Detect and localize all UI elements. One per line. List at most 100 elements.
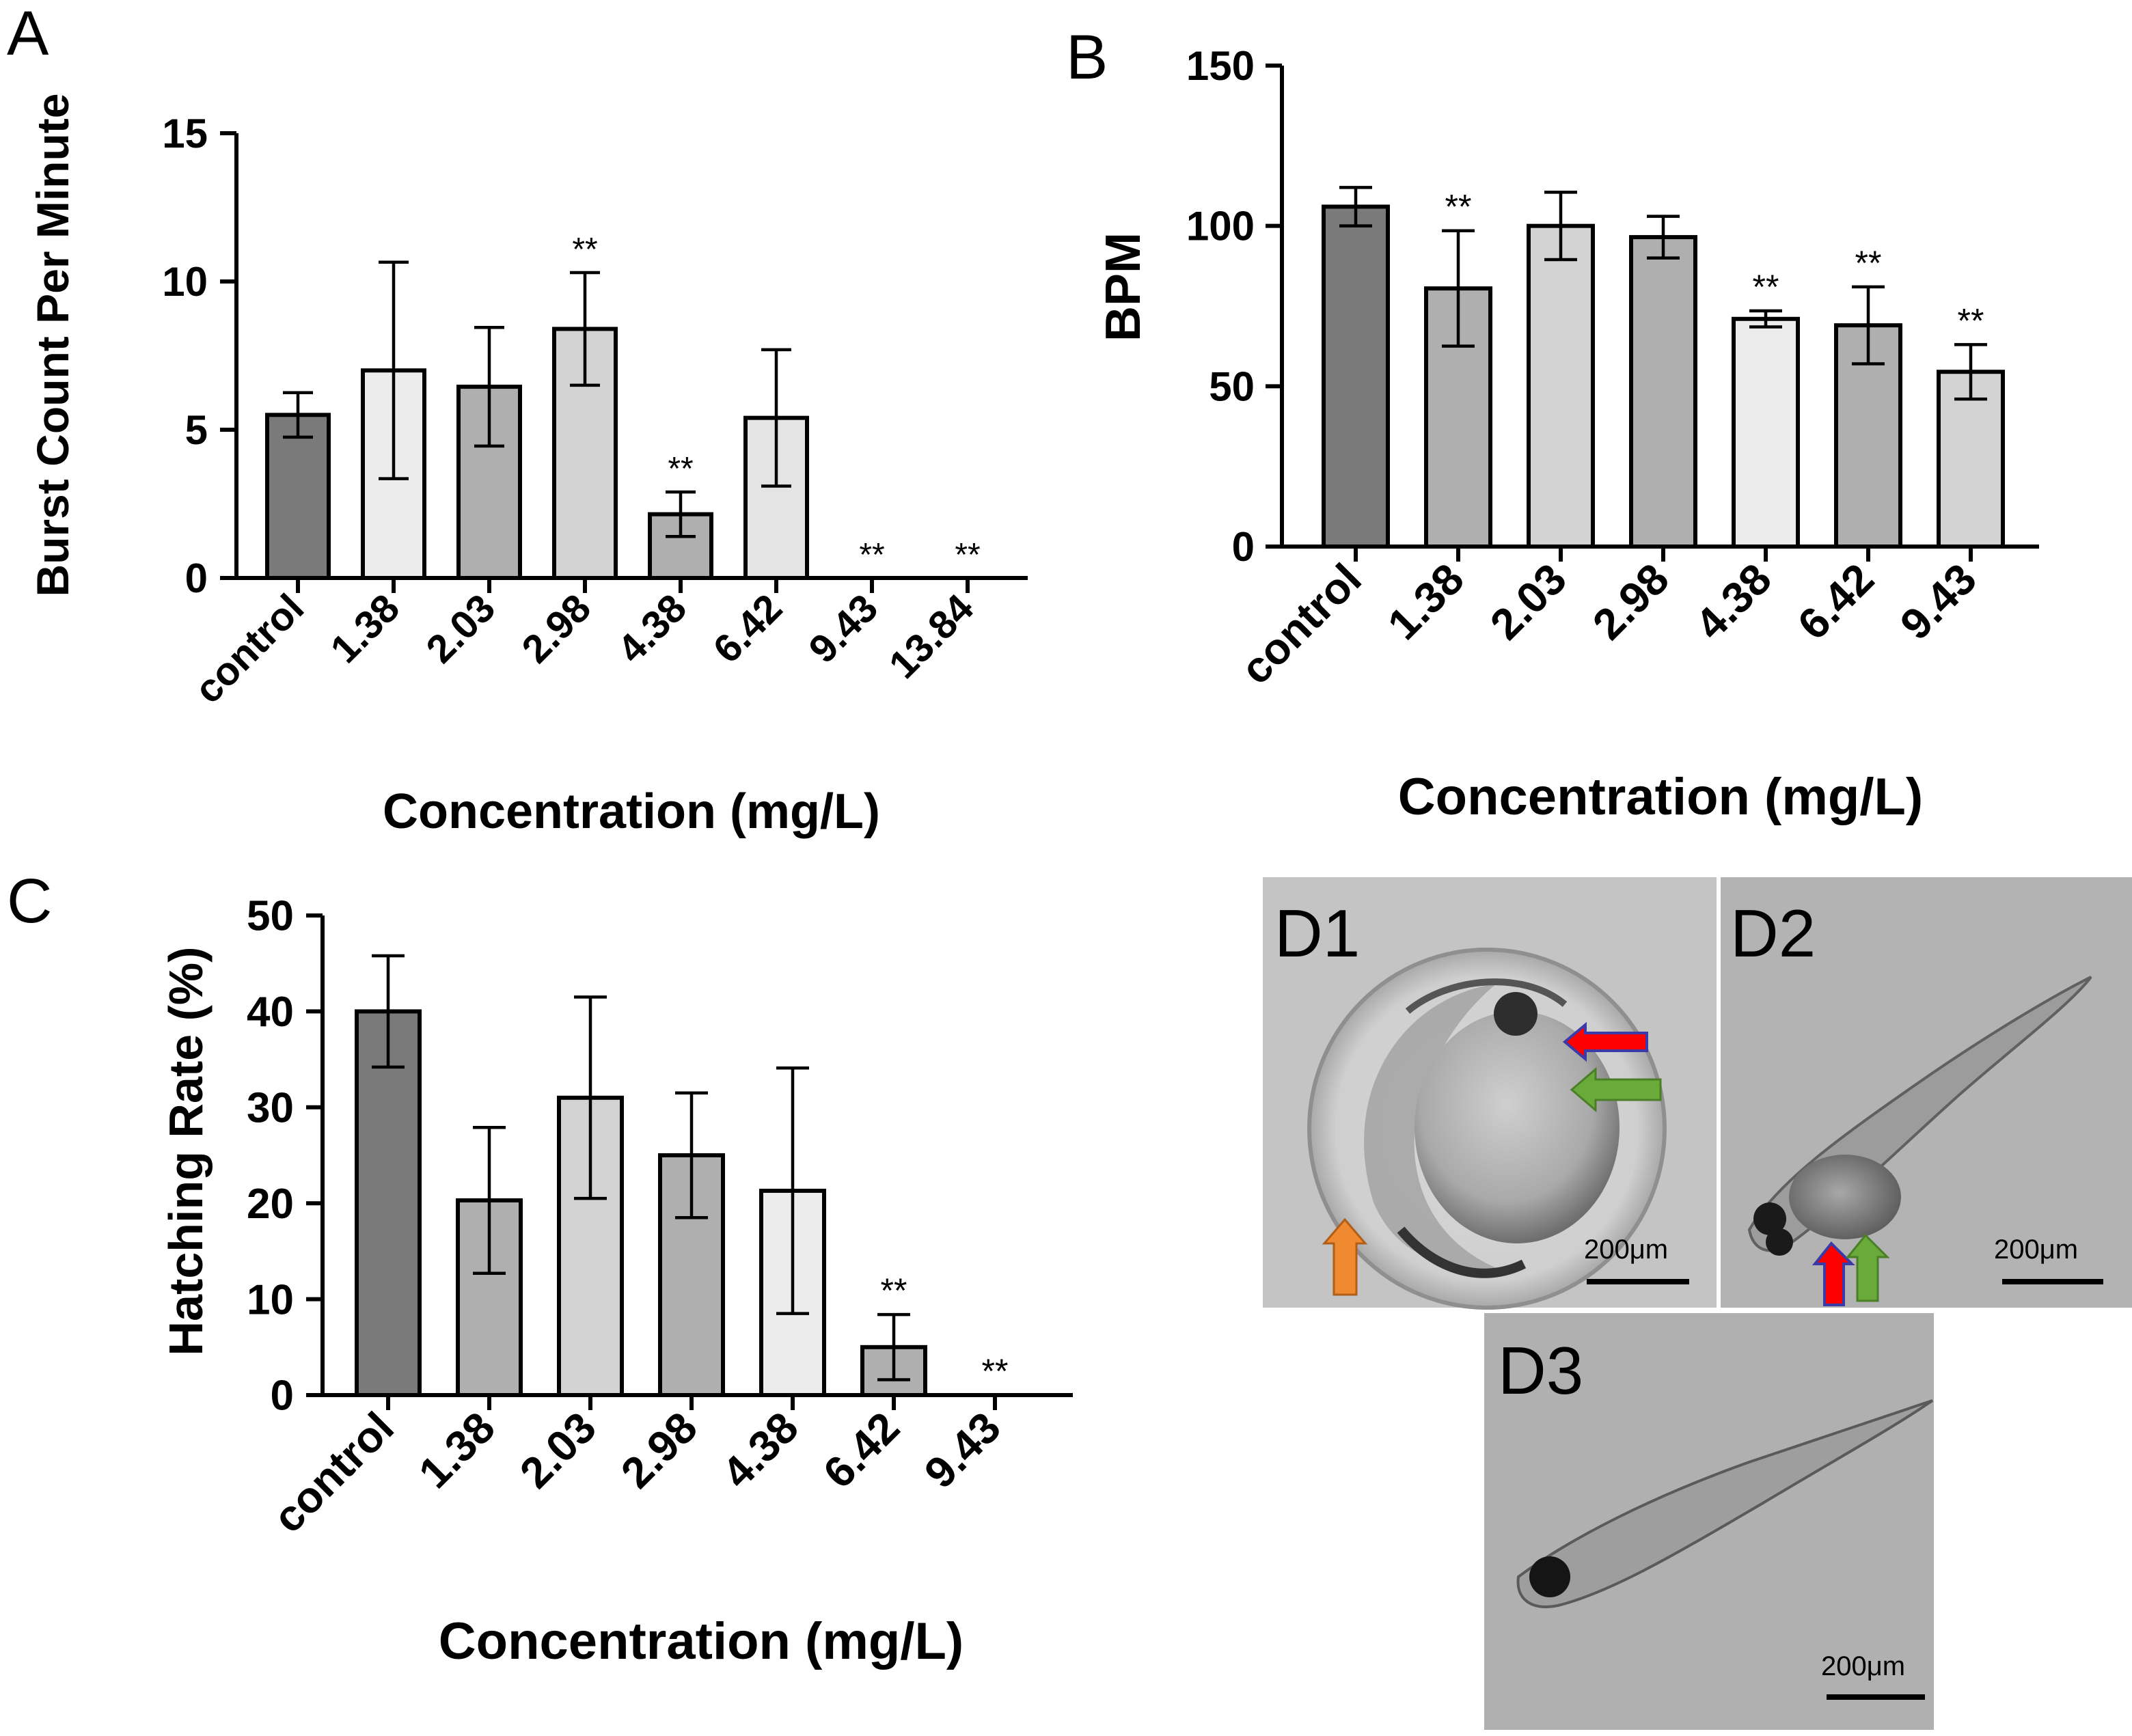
micrograph-d3-label: D3 <box>1498 1333 1583 1408</box>
error-bar-c-4 <box>776 1066 809 1315</box>
bar-a-4 <box>648 512 713 580</box>
panel-label-c: C <box>7 866 52 936</box>
error-bar-c-5 <box>877 1312 910 1381</box>
micrograph-d2: D2 200μm <box>1721 877 2132 1308</box>
x-tick-label-a-6: 9.43 <box>800 585 886 672</box>
y-tick-label-c-3: 30 <box>247 1085 294 1132</box>
chart-c-significance: ** ** <box>881 1271 1009 1390</box>
chart-c-x-axis-title: Concentration (mg/L) <box>439 1612 964 1670</box>
chart-b-significance: ** ** ** ** <box>1445 188 1984 340</box>
significance-a-3: ** <box>572 232 597 268</box>
x-tick-label-b-2: 2.03 <box>1481 554 1576 649</box>
chart-b-y-ticks: 0 50 100 150 <box>1186 43 1282 570</box>
significance-b-4: ** <box>1753 268 1779 306</box>
error-bar-a-2 <box>474 326 504 448</box>
error-bar-c-2 <box>574 995 607 1200</box>
x-tick-label-c-3: 2.98 <box>612 1403 707 1498</box>
micrograph-d1: D1 200μm <box>1263 877 1717 1310</box>
error-bar-c-3 <box>675 1091 708 1220</box>
larva-body-shape <box>1516 1399 1934 1608</box>
x-tick-label-b-3: 2.98 <box>1583 554 1678 649</box>
x-tick-label-a-7: 13.84 <box>881 585 983 687</box>
x-tick-label-a-4: 4.38 <box>609 585 695 672</box>
error-bar-a-1 <box>379 260 409 480</box>
y-tick-label-c-4: 40 <box>247 989 294 1036</box>
larva-eye-shape <box>1529 1556 1570 1597</box>
orange-arrow-icon <box>1322 1217 1368 1296</box>
chart-b-bars <box>1322 204 2005 549</box>
y-tick-label-c-2: 20 <box>247 1181 294 1228</box>
error-bar-c-0 <box>372 954 405 1069</box>
yolk-sac-shape <box>1414 1011 1620 1243</box>
bar-a-0 <box>265 413 331 580</box>
chart-c-axes <box>320 915 1073 1397</box>
green-arrow-icon <box>1570 1066 1662 1113</box>
micrograph-d1-scale-bar <box>1587 1279 1689 1284</box>
chart-c-y-ticks: 0 10 20 30 40 50 <box>247 893 323 1420</box>
panel-label-b: B <box>1066 23 1108 92</box>
micrograph-d3: D3 200μm <box>1484 1313 1934 1730</box>
micrograph-d3-scale-bar <box>1827 1694 1925 1700</box>
x-tick-label-c-5: 6.42 <box>814 1403 909 1498</box>
error-bar-a-0 <box>283 391 313 439</box>
y-tick-label-b-2: 100 <box>1186 204 1255 249</box>
x-tick-label-b-6: 9.43 <box>1891 554 1986 649</box>
bar-c-0 <box>355 1009 422 1397</box>
chart-c-y-axis-title: Hatching Rate (%) <box>159 947 213 1356</box>
chart-b-x-axis-title: Concentration (mg/L) <box>1398 768 1923 826</box>
significance-a-4: ** <box>668 451 693 487</box>
y-tick-label-c-0: 0 <box>271 1373 294 1420</box>
bar-b-0 <box>1322 204 1390 549</box>
x-tick-label-a-0: control <box>186 585 312 712</box>
error-bar-a-4 <box>666 490 696 538</box>
significance-c-6: ** <box>982 1352 1009 1390</box>
micrograph-d1-label: D1 <box>1274 896 1360 971</box>
x-tick-label-a-3: 2.98 <box>513 585 599 672</box>
bar-b-4 <box>1732 316 1800 549</box>
chart-a-y-axis-title: Burst Count Per Minute <box>27 94 78 597</box>
x-tick-label-b-1: 1.38 <box>1378 554 1473 649</box>
bar-b-5 <box>1834 323 1902 549</box>
micrograph-d2-scale-bar <box>2002 1279 2103 1284</box>
panel-label-a: A <box>7 0 49 68</box>
significance-a-7: ** <box>955 537 980 573</box>
chart-a-significance: ** ** ** ** <box>572 232 980 573</box>
chart-c-error-bars <box>372 954 910 1381</box>
chart-b-error-bars <box>1339 186 1987 401</box>
x-tick-label-a-1: 1.38 <box>322 585 408 672</box>
chart-a-y-ticks: 0 5 10 15 <box>162 111 236 601</box>
bar-b-2 <box>1527 223 1595 549</box>
y-tick-label-a-3: 15 <box>162 111 208 156</box>
red-arrow-icon <box>1562 1021 1648 1062</box>
x-tick-label-c-2: 2.03 <box>510 1403 605 1498</box>
larva-eye-shape <box>1753 1202 1786 1235</box>
chart-a-axes <box>234 133 1028 580</box>
x-tick-label-c-1: 1.38 <box>409 1403 504 1498</box>
y-tick-label-a-2: 10 <box>162 259 208 305</box>
error-bar-a-3 <box>570 271 600 387</box>
y-tick-label-b-3: 150 <box>1186 43 1255 89</box>
error-bar-b-5 <box>1852 285 1885 366</box>
green-arrow-icon <box>1845 1233 1890 1302</box>
significance-b-1: ** <box>1445 188 1472 226</box>
chart-a-bars <box>265 327 809 581</box>
chart-b-x-ticks: control 1.38 2.03 2.98 4.38 6.42 9.43 <box>1231 547 1986 693</box>
x-tick-label-a-2: 2.03 <box>418 585 504 672</box>
chart-a-error-bars <box>283 260 791 538</box>
chart-c-x-ticks: control 1.38 2.03 2.98 4.38 6.42 9.43 <box>264 1395 1010 1542</box>
error-bar-b-3 <box>1647 215 1680 260</box>
micrograph-d3-scale-text: 200μm <box>1821 1651 1905 1681</box>
significance-b-6: ** <box>1958 301 1984 340</box>
error-bar-b-4 <box>1749 309 1782 329</box>
chart-b-y-axis-title: BPM <box>1096 232 1151 342</box>
y-tick-label-b-0: 0 <box>1232 524 1255 570</box>
micrograph-d2-scale-text: 200μm <box>1994 1235 2078 1265</box>
significance-c-5: ** <box>881 1271 907 1310</box>
x-tick-label-c-0: control <box>264 1403 403 1542</box>
larva-yolk-shape <box>1789 1155 1901 1239</box>
y-tick-label-c-5: 50 <box>247 893 294 940</box>
chart-c-hatching-rate: ** ** 0 10 20 30 40 50 control 1.38 2.03 2.98 4.38… <box>159 893 1073 1670</box>
error-bar-c-1 <box>473 1126 506 1275</box>
